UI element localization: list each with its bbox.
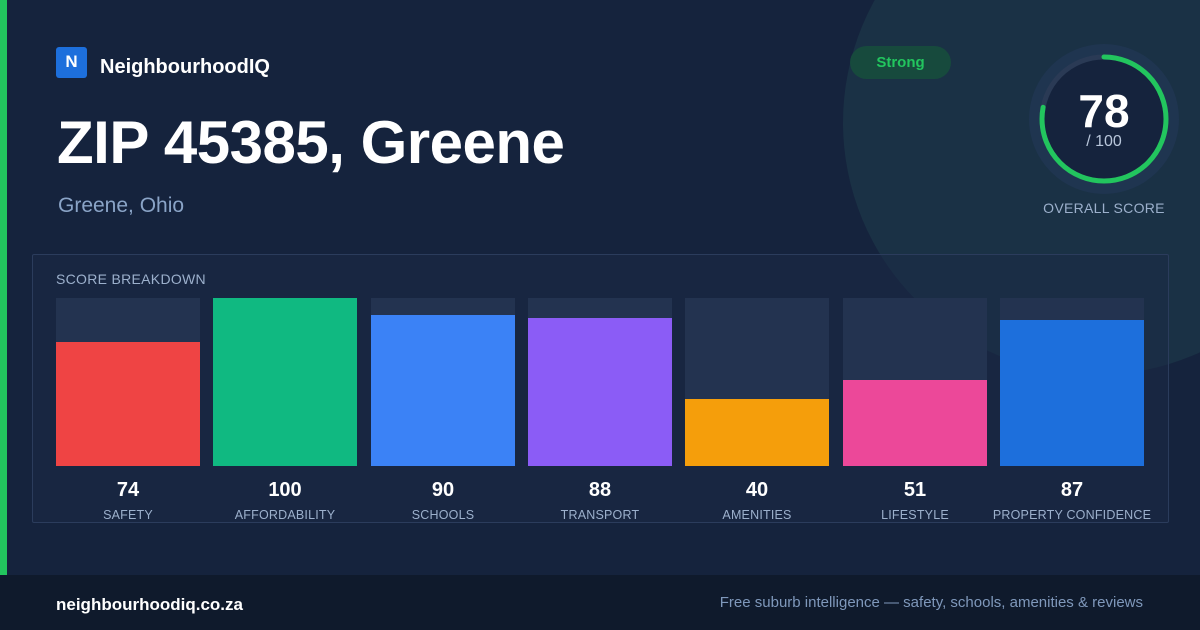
- bar-label: PROPERTY CONFIDENCE: [992, 508, 1152, 522]
- bar-amenities: 40 AMENITIES: [685, 298, 829, 523]
- bar-value: 74: [116, 479, 140, 501]
- bar-fill: [56, 342, 200, 466]
- bar-value: 100: [268, 479, 302, 501]
- bar-fill: [371, 315, 515, 466]
- brand[interactable]: N NeighbourhoodIQ: [56, 46, 270, 78]
- overall-score-label: OVERALL SCORE: [1043, 200, 1165, 216]
- bar-track: [213, 298, 357, 466]
- bar-track: [843, 298, 987, 466]
- bar-value: 40: [745, 479, 769, 501]
- bar-label: TRANSPORT: [560, 508, 640, 522]
- brand-logo-icon: N: [56, 46, 87, 78]
- bar-label: AMENITIES: [722, 508, 792, 522]
- brand-name: NeighbourhoodIQ: [100, 55, 270, 78]
- footer: neighbourhoodiq.co.za Free suburb intell…: [0, 575, 1200, 630]
- bar-track: [528, 298, 672, 466]
- score-breakdown-title: SCORE BREAKDOWN: [56, 271, 206, 287]
- bar-track: [1000, 298, 1144, 466]
- status-badge: Strong: [850, 46, 951, 79]
- overall-score-ring: [1029, 44, 1179, 194]
- bar-label: SAFETY: [103, 508, 153, 522]
- overall-score-max: / 100: [1086, 133, 1122, 150]
- bar-value: 88: [588, 479, 612, 501]
- bar-fill: [528, 318, 672, 466]
- bar-fill: [685, 399, 829, 466]
- bar-transport: 88 TRANSPORT: [528, 298, 672, 523]
- bar-label: LIFESTYLE: [881, 508, 949, 522]
- bar-track: [685, 298, 829, 466]
- overall-score-value: 78: [1078, 85, 1130, 137]
- score-ring-inner: [1042, 57, 1166, 181]
- bar-schools: 90 SCHOOLS: [371, 298, 515, 523]
- bar-affordability: 100 AFFORDABILITY: [213, 298, 357, 523]
- location-subtitle: Greene, Ohio: [58, 194, 185, 217]
- score-ring-progress: [1039, 54, 1169, 184]
- bar-fill: [213, 298, 357, 466]
- page-title: ZIP 45385, Greene: [57, 109, 565, 176]
- bar-value: 90: [431, 479, 455, 501]
- footer-tagline: Free suburb intelligence — safety, schoo…: [719, 594, 1143, 611]
- bar-property-confidence: 87 PROPERTY CONFIDENCE: [993, 298, 1151, 523]
- bar-fill: [843, 380, 987, 466]
- bar-value: 87: [1060, 479, 1084, 501]
- bar-label: SCHOOLS: [411, 508, 475, 522]
- bar-label: AFFORDABILITY: [234, 508, 336, 522]
- footer-site-link[interactable]: neighbourhoodiq.co.za: [56, 595, 243, 614]
- bar-value: 51: [903, 479, 927, 501]
- accent-strip: [0, 0, 7, 575]
- bar-fill: [1000, 320, 1144, 466]
- bar-track: [56, 298, 200, 466]
- bar-safety: 74 SAFETY: [56, 298, 200, 523]
- bar-lifestyle: 51 LIFESTYLE: [843, 298, 987, 523]
- bar-track: [371, 298, 515, 466]
